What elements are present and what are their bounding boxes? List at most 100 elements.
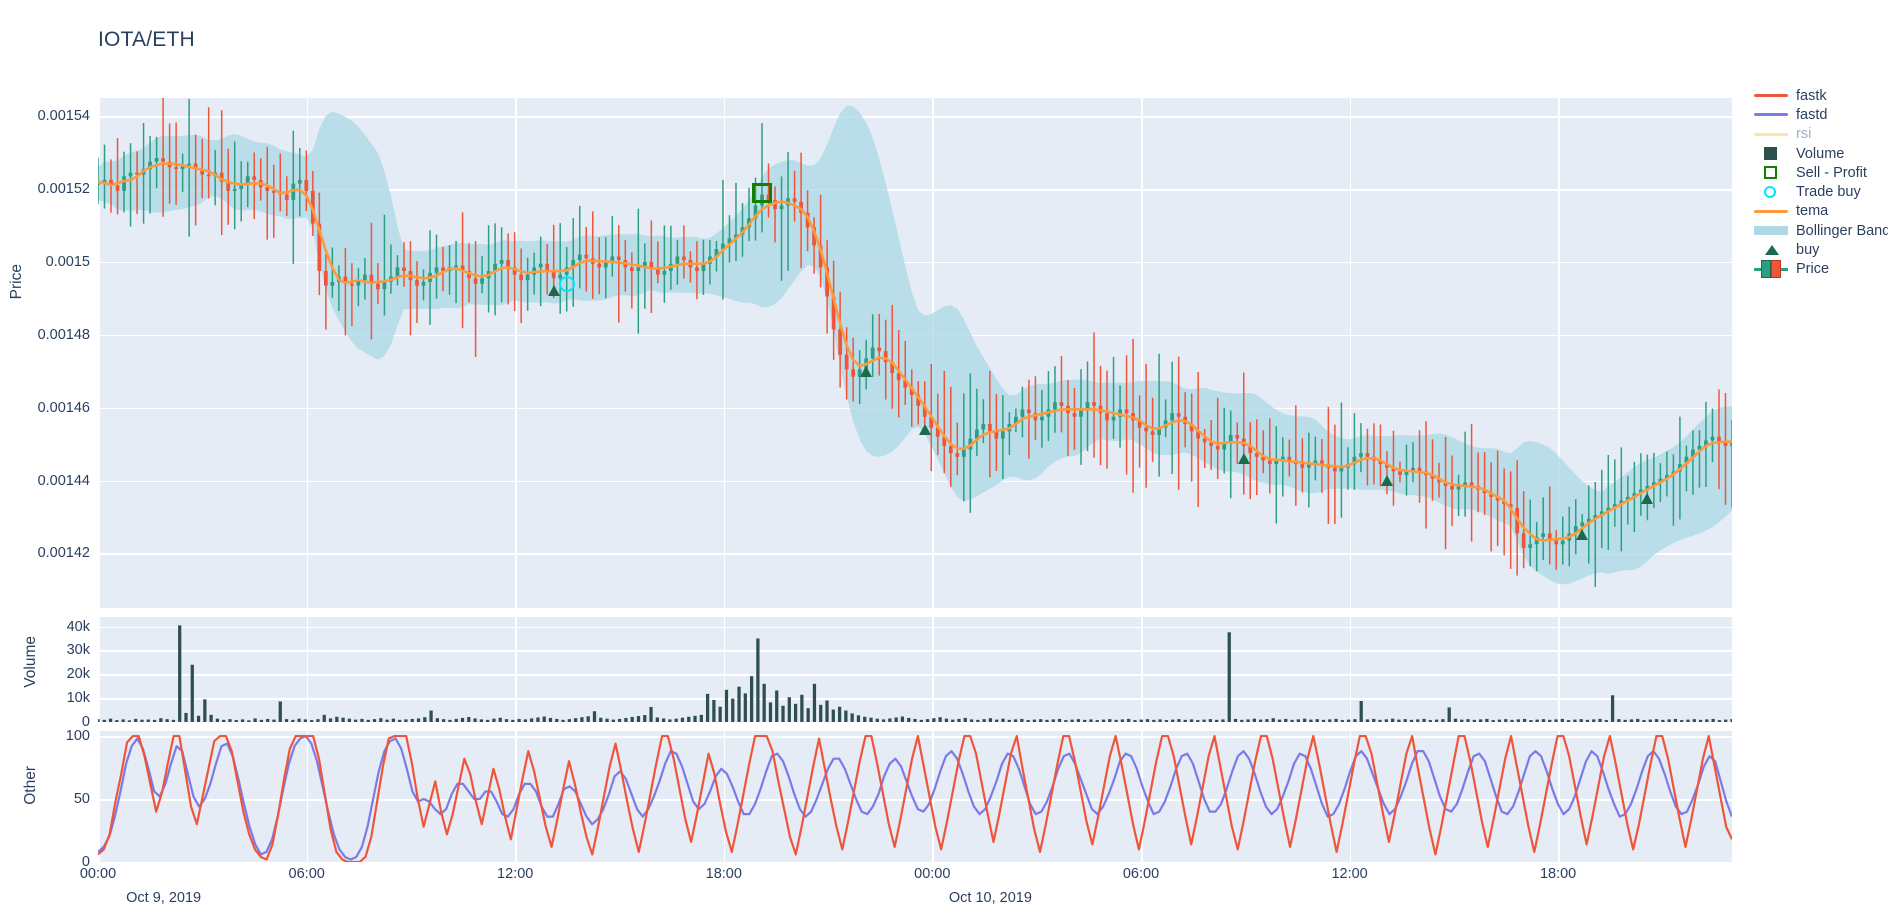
gridline-vertical bbox=[723, 98, 726, 608]
open-square-icon bbox=[1752, 163, 1790, 182]
gridline-vertical bbox=[1558, 731, 1560, 862]
gridline-vertical bbox=[515, 731, 517, 862]
axis-tick-label: 100 bbox=[65, 728, 90, 744]
legend-item-trade-buy[interactable]: Trade buy bbox=[1752, 182, 1888, 201]
axis-tick-label: 20k bbox=[66, 666, 90, 683]
axis-tick-label: 18:00 bbox=[1539, 866, 1577, 882]
gridline-vertical bbox=[1141, 98, 1143, 608]
bollinger-band-area bbox=[98, 105, 1732, 585]
price-subplot[interactable] bbox=[98, 98, 1732, 608]
gridline-horizontal bbox=[98, 650, 1732, 652]
legend-item-price[interactable]: Price bbox=[1752, 260, 1888, 279]
axis-date-label: Oct 9, 2019 bbox=[126, 890, 202, 906]
legend-item-label: Trade buy bbox=[1796, 184, 1861, 201]
axis-tick-label: 0.00142 bbox=[37, 545, 90, 562]
gridline-horizontal bbox=[98, 189, 1732, 191]
legend-item-fastd[interactable]: fastd bbox=[1752, 105, 1888, 124]
gridline-horizontal bbox=[98, 862, 1732, 864]
other-subplot[interactable] bbox=[98, 731, 1732, 864]
gridline-vertical bbox=[1349, 731, 1352, 862]
legend-item-fastk[interactable]: fastk bbox=[1752, 86, 1888, 105]
legend-item-label: Price bbox=[1796, 261, 1830, 278]
axis-date-label: Oct 10, 2019 bbox=[948, 890, 1032, 906]
line-swatch-icon bbox=[1752, 202, 1790, 221]
gridline-vertical bbox=[98, 731, 100, 862]
chart-title: IOTA/ETH bbox=[98, 28, 195, 51]
price-axis-label: Price bbox=[8, 264, 25, 300]
volume-bar-series bbox=[98, 625, 1732, 722]
line-swatch-icon bbox=[1752, 86, 1790, 105]
legend-item-label: rsi bbox=[1796, 126, 1812, 143]
gridline-vertical bbox=[306, 98, 309, 608]
other-series-canvas bbox=[98, 734, 1732, 862]
gridline-horizontal bbox=[98, 553, 1732, 555]
buy-marker[interactable] bbox=[1381, 474, 1393, 486]
axis-tick-label: 40k bbox=[66, 618, 90, 635]
axis-tick-label: 00:00 bbox=[79, 866, 117, 882]
axis-tick-label: 0.00148 bbox=[37, 326, 90, 343]
axis-tick-label: 0.00146 bbox=[37, 399, 90, 416]
gridline-horizontal bbox=[98, 736, 1732, 738]
gridline-horizontal bbox=[98, 722, 1732, 724]
band-swatch-icon bbox=[1752, 221, 1790, 240]
gridline-vertical bbox=[723, 731, 726, 862]
price-series-canvas bbox=[98, 98, 1732, 587]
axis-tick-label: 06:00 bbox=[288, 866, 325, 882]
gridline-vertical bbox=[515, 617, 517, 722]
line-swatch-icon bbox=[1752, 105, 1790, 124]
buy-marker[interactable] bbox=[918, 423, 931, 435]
axis-tick-label: 12:00 bbox=[497, 866, 534, 882]
fastk-line bbox=[98, 734, 1732, 862]
legend-item-volume[interactable]: Volume bbox=[1752, 144, 1888, 163]
buy-marker[interactable] bbox=[1641, 493, 1654, 504]
legend-item-buy[interactable]: buy bbox=[1752, 240, 1888, 259]
legend-item-label: Volume bbox=[1796, 145, 1845, 162]
gridline-horizontal bbox=[98, 799, 1732, 801]
volume-axis-label: Volume bbox=[22, 636, 39, 688]
axis-tick-label: 30k bbox=[66, 642, 90, 659]
legend-item-sell-profit[interactable]: Sell - Profit bbox=[1752, 163, 1888, 182]
legend-item-tema[interactable]: tema bbox=[1752, 202, 1888, 221]
gridline-horizontal bbox=[98, 698, 1732, 700]
axis-tick-label: 0.00152 bbox=[37, 181, 90, 198]
other-axis-label: Other bbox=[22, 766, 39, 805]
gridline-vertical bbox=[932, 617, 934, 722]
gridline-vertical bbox=[1141, 731, 1143, 862]
axis-tick-label: 00:00 bbox=[914, 866, 951, 882]
legend-item-rsi[interactable]: rsi bbox=[1752, 125, 1888, 144]
axis-tick-label: 12:00 bbox=[1331, 866, 1368, 882]
legend-item-label: Sell - Profit bbox=[1796, 164, 1867, 181]
axis-tick-label: 50 bbox=[73, 791, 90, 807]
legend-item-label: fastk bbox=[1796, 87, 1827, 104]
axis-tick-label: 0.0015 bbox=[45, 253, 90, 270]
gridline-vertical bbox=[98, 98, 100, 608]
triangle-up-icon bbox=[1752, 241, 1790, 260]
gridline-horizontal bbox=[98, 626, 1732, 629]
buy-marker[interactable] bbox=[547, 285, 560, 297]
gridline-horizontal bbox=[98, 261, 1732, 264]
axis-tick-label: 0 bbox=[81, 714, 90, 730]
trade-buy-marker[interactable] bbox=[558, 276, 575, 293]
buy-marker[interactable] bbox=[1237, 452, 1250, 464]
sell-profit-marker[interactable] bbox=[752, 182, 772, 203]
axis-tick-label: 0 bbox=[81, 854, 90, 870]
axis-tick-label: 10k bbox=[66, 690, 90, 707]
volume-series-canvas bbox=[98, 625, 1732, 722]
gridline-vertical bbox=[1558, 617, 1560, 722]
buy-marker[interactable] bbox=[860, 365, 873, 377]
gridline-vertical bbox=[723, 617, 726, 722]
chart-legend[interactable]: fastk fastd rsi Volume Sell - Profit Trade bu… bbox=[1752, 86, 1888, 279]
legend-item-bollinger-band[interactable]: Bollinger Band bbox=[1752, 221, 1888, 240]
gridline-vertical bbox=[306, 731, 309, 862]
buy-marker[interactable] bbox=[1576, 529, 1589, 541]
volume-subplot[interactable] bbox=[98, 617, 1732, 724]
open-circle-icon bbox=[1752, 183, 1790, 202]
gridline-vertical bbox=[932, 731, 934, 862]
legend-item-label: fastd bbox=[1796, 106, 1828, 123]
gridline-horizontal bbox=[98, 116, 1732, 118]
tema-line bbox=[98, 162, 1732, 542]
gridline-horizontal bbox=[98, 480, 1732, 483]
axis-tick-label: 18:00 bbox=[705, 866, 742, 882]
gridline-vertical bbox=[515, 98, 517, 608]
gridline-vertical bbox=[1558, 98, 1560, 608]
